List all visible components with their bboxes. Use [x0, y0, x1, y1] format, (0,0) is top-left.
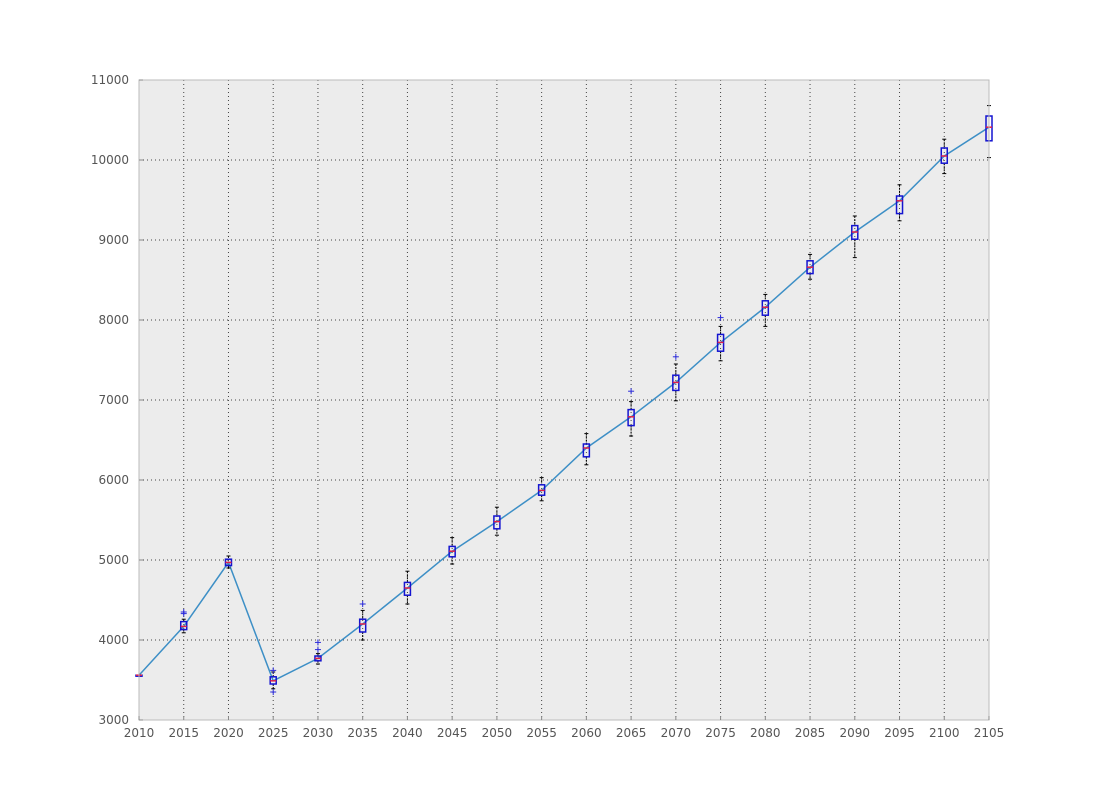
box-2025 [269, 667, 277, 695]
box-2100 [940, 138, 949, 175]
series-line [138, 126, 990, 682]
y-tick-label: 3000 [98, 713, 129, 727]
box-2050 [493, 506, 501, 536]
y-tick-label: 8000 [98, 313, 129, 327]
y-tick-label: 5000 [98, 553, 129, 567]
box-2065 [627, 388, 635, 437]
box-2085 [806, 253, 814, 280]
x-tick-label: 2055 [526, 726, 557, 740]
x-tick-label: 2035 [347, 726, 378, 740]
series-line-group [138, 126, 990, 682]
box-body [582, 443, 591, 458]
x-tick-label: 2025 [258, 726, 289, 740]
box-2075 [716, 314, 725, 362]
box-2040 [403, 570, 412, 605]
box-body [895, 195, 904, 215]
y-tick-label: 10000 [91, 153, 129, 167]
box-body [493, 515, 501, 530]
x-tick-label: 2100 [929, 726, 960, 740]
box-2060 [582, 433, 591, 466]
x-tick-label: 2045 [437, 726, 468, 740]
x-tick-label: 2065 [616, 726, 647, 740]
box-body [627, 408, 635, 427]
box-2070 [672, 353, 680, 402]
box-2035 [358, 601, 367, 641]
x-tick-label: 2090 [840, 726, 871, 740]
x-tick-label: 2095 [884, 726, 915, 740]
x-tick-label: 2085 [795, 726, 826, 740]
box-body [179, 620, 188, 631]
x-axis: 2010 2015 2020 2025 2030 2035 2040 2045 2050 2055… [124, 716, 1005, 740]
box-2030 [314, 639, 322, 665]
y-tick-label: 11000 [91, 73, 129, 87]
x-tick-label: 2060 [571, 726, 602, 740]
box-2020 [224, 555, 233, 569]
x-tick-label: 2030 [303, 726, 334, 740]
y-tick-label: 6000 [98, 473, 129, 487]
y-tick-label: 7000 [98, 393, 129, 407]
x-tick-label: 2075 [705, 726, 736, 740]
y-tick-label: 9000 [98, 233, 129, 247]
x-tick-label: 2010 [124, 726, 155, 740]
x-tick-label: 2080 [750, 726, 781, 740]
box-2055 [537, 477, 546, 502]
box-2080 [761, 293, 770, 327]
box-2095 [895, 184, 904, 222]
box-2045 [448, 537, 456, 565]
x-tick-label: 2040 [392, 726, 423, 740]
x-tick-label: 2050 [482, 726, 513, 740]
box-body [403, 581, 412, 596]
y-tick-label: 4000 [98, 633, 129, 647]
x-tick-label: 2020 [213, 726, 244, 740]
x-tick-label: 2105 [974, 726, 1005, 740]
x-tick-label: 2015 [168, 726, 199, 740]
box-body [761, 300, 770, 316]
x-tick-label: 2070 [661, 726, 692, 740]
y-axis: 3000 4000 5000 6000 7000 8000 9000 10000 11000 [91, 73, 143, 727]
box-2090 [851, 215, 859, 259]
box-2015 [179, 609, 188, 634]
box-body [358, 618, 367, 633]
